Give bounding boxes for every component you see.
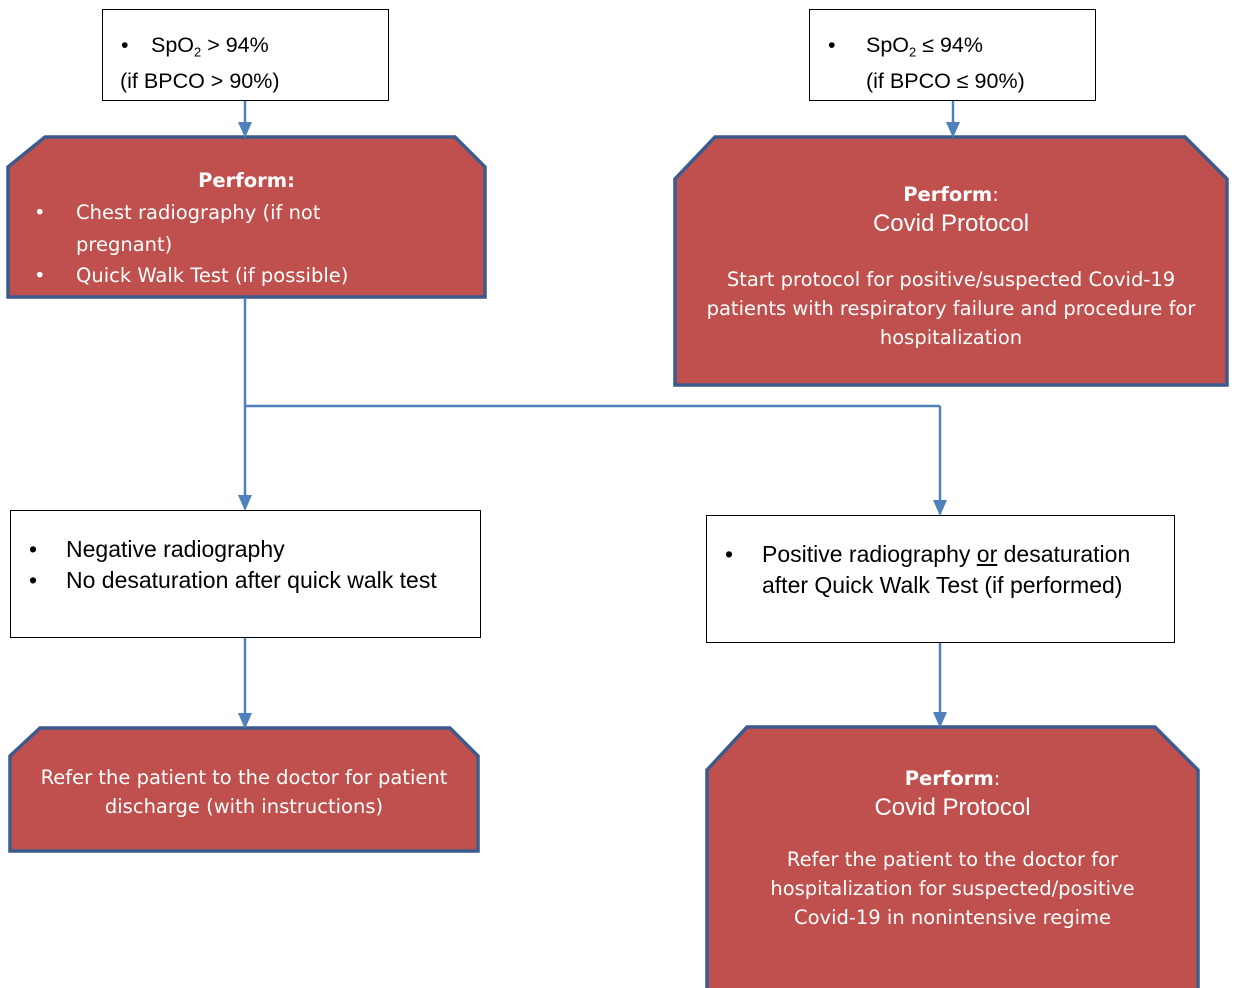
right-action-heading: Perform: bbox=[903, 183, 999, 206]
right-action-shape bbox=[673, 135, 1229, 387]
hospitalization-action-body: Refer the patient to the doctor for hosp… bbox=[770, 848, 1135, 929]
right-action-body: Start protocol for positive/suspected Co… bbox=[706, 268, 1196, 349]
spo2-low-note: (if BPCO ≤ 90%) bbox=[866, 68, 1025, 93]
positive-item: Positive radiography or desaturation aft… bbox=[707, 539, 1174, 601]
hospitalization-action-shape bbox=[705, 725, 1200, 988]
negative-item: Negative radiography bbox=[11, 534, 480, 565]
discharge-action-box: Refer the patient to the doctor for pati… bbox=[10, 728, 478, 851]
right-action-box: Perform: Covid Protocol Start protocol f… bbox=[675, 137, 1227, 385]
negative-result-box: Negative radiography No desaturation aft… bbox=[10, 510, 481, 638]
discharge-action-body: Refer the patient to the doctor for pati… bbox=[40, 766, 448, 818]
positive-result-box: Positive radiography or desaturation aft… bbox=[706, 515, 1175, 643]
left-action-list: Chest radiography (if not pregnant) Quic… bbox=[8, 197, 408, 292]
hospitalization-action-box: Perform: Covid Protocol Refer the patien… bbox=[707, 727, 1198, 988]
left-action-heading: Perform: bbox=[198, 169, 295, 192]
left-action-item: Quick Walk Test (if possible) bbox=[8, 260, 408, 292]
right-action-subtitle: Covid Protocol bbox=[872, 210, 1030, 237]
spo2-high-box: SpO2 > 94% (if BPCO > 90%) bbox=[102, 9, 389, 101]
spo2-low-box: SpO2 ≤ 94% (if BPCO ≤ 90%) bbox=[809, 9, 1096, 101]
discharge-action-shape bbox=[8, 726, 480, 853]
spo2-high-condition: SpO2 > 94% bbox=[103, 31, 388, 67]
spo2-low-condition: SpO2 ≤ 94% bbox=[810, 31, 1095, 67]
hospitalization-action-subtitle: Covid Protocol bbox=[874, 794, 1031, 821]
left-action-item: Chest radiography (if not pregnant) bbox=[8, 197, 408, 260]
spo2-high-note: (if BPCO > 90%) bbox=[120, 68, 280, 93]
hospitalization-action-heading: Perform: bbox=[904, 767, 1001, 790]
left-action-box: Perform: Chest radiography (if not pregn… bbox=[8, 137, 485, 297]
negative-item: No desaturation after quick walk test bbox=[11, 565, 480, 596]
